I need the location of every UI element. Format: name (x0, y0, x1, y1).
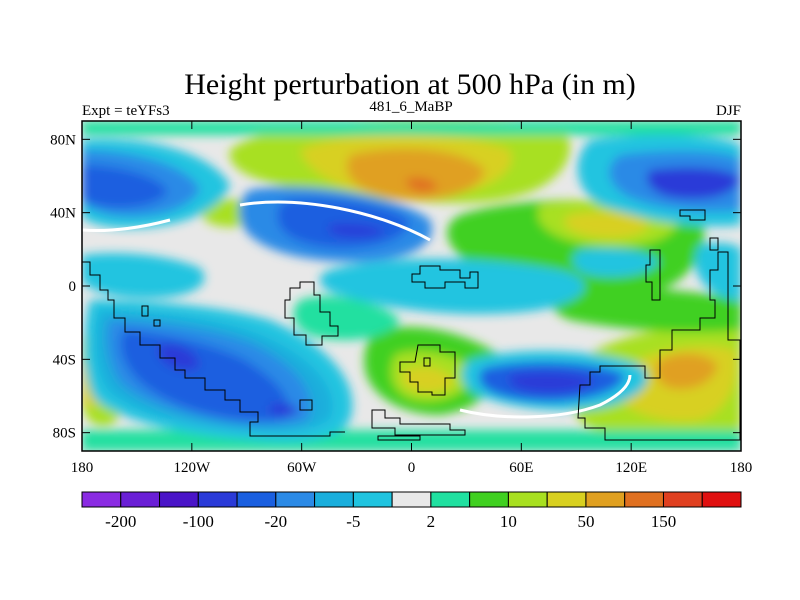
colorbar-swatch (120, 491, 161, 508)
colorbar-label: -100 (183, 512, 214, 531)
colorbar-label: 2 (427, 512, 436, 531)
colorbar-swatch (430, 491, 471, 508)
colorbar-swatch (624, 491, 664, 508)
colorbar-swatch (197, 491, 238, 508)
colorbar-swatch (585, 491, 626, 508)
colorbar-swatch (469, 491, 509, 508)
colorbar-swatch (236, 491, 277, 508)
lon-tick-label: 60W (287, 460, 317, 476)
season-label: DJF (716, 103, 741, 119)
lon-tick-label: 0 (408, 460, 416, 476)
period-label: 481_6_MaBP (369, 99, 452, 115)
colorbar-swatch (352, 491, 393, 508)
lon-tick-label: 180 (71, 460, 94, 476)
lon-tick-label: 180 (730, 460, 753, 476)
colorbar-swatch (391, 491, 432, 508)
coastlines (82, 209, 741, 441)
colorbar-label: 50 (577, 512, 594, 531)
colorbar-label: 150 (651, 512, 677, 531)
colorbar-swatch (275, 491, 316, 508)
map-title: Height perturbation at 500 hPa (in m) (184, 68, 636, 101)
colorbar-label: -200 (105, 512, 136, 531)
colorbar-swatch (81, 491, 122, 508)
colorbar-swatch (662, 491, 703, 508)
colorbar-swatch (314, 491, 354, 508)
lon-tick-label: 60E (509, 460, 533, 476)
colorbar-swatch (701, 491, 742, 508)
colorbar-swatch (507, 491, 548, 508)
colorbar-swatch (546, 491, 587, 508)
lat-tick-label: 40N (50, 206, 76, 222)
lat-tick-label: 0 (69, 279, 77, 295)
lon-tick-label: 120E (615, 460, 647, 476)
map-panel (82, 121, 741, 451)
lat-tick-label: 80S (53, 426, 76, 442)
colorbar-label: -20 (264, 512, 287, 531)
lat-tick-label: 40S (53, 352, 76, 368)
lat-tick-label: 80N (50, 132, 76, 148)
lon-tick-label: 120W (173, 460, 211, 476)
longitude-axis: 180 120W 60W 0 60E 120E 180 (71, 121, 753, 476)
colorbar-swatch (159, 491, 199, 508)
latitude-axis: 80N 40N 0 40S 80S (50, 132, 741, 442)
colorbar: -200 -100 -20 -5 2 10 50 150 (81, 491, 742, 531)
colorbar-label: -5 (346, 512, 360, 531)
colorbar-label: 10 (500, 512, 517, 531)
experiment-label: Expt = teYFs3 (82, 103, 170, 119)
